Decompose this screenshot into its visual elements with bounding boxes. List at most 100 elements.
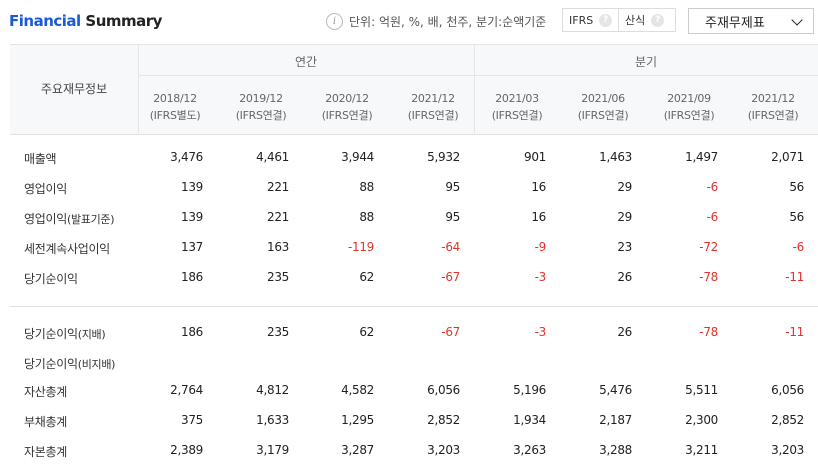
column-date: 2018/12: [153, 92, 197, 105]
table-cell: 6,056: [427, 383, 460, 397]
sansik-label: 산식: [625, 14, 646, 27]
group-annual: 연간: [294, 55, 318, 69]
table-cell: 95: [445, 210, 460, 224]
row-label: 당기순이익: [24, 270, 78, 287]
table-cell: -11: [785, 270, 804, 284]
column-header: 2019/12 (IFRS연결): [218, 90, 304, 124]
table-cell: -11: [785, 325, 804, 339]
table-cell: 186: [180, 325, 203, 339]
table-cell: 3,203: [427, 443, 460, 457]
column-date: 2021/03: [495, 92, 539, 105]
column-basis: (IFRS연결): [663, 109, 715, 122]
dropdown-value: 주재무제표: [705, 15, 765, 31]
row-label-text: 세전계속사업이익: [24, 242, 110, 256]
table-cell: -64: [441, 240, 460, 254]
table-cell: 29: [617, 180, 632, 194]
table-cell: 6,056: [771, 383, 804, 397]
row-label-text: 영업이익: [24, 182, 67, 196]
table-cell: 26: [617, 325, 632, 339]
column-basis: (IFRS연결): [407, 109, 459, 122]
table-cell: -3: [534, 270, 547, 284]
info-icon[interactable]: i: [326, 12, 343, 30]
ifrs-label: IFRS: [569, 13, 594, 27]
row-header: 주요재무정보: [40, 82, 108, 96]
group-quarter: 분기: [634, 55, 658, 69]
row-label-text: 영업이익: [24, 212, 67, 226]
table-header: [10, 44, 818, 135]
divider: [138, 75, 818, 76]
column-basis: (IFRS연결): [747, 109, 799, 122]
table-cell: 2,852: [427, 413, 460, 427]
column-header: 2020/12 (IFRS연결): [304, 90, 390, 124]
table-cell: 3,179: [256, 443, 289, 457]
table-cell: -72: [699, 240, 718, 254]
column-date: 2021/12: [411, 92, 455, 105]
table-cell: -119: [347, 240, 374, 254]
table-cell: 139: [180, 180, 203, 194]
table-cell: 5,196: [513, 383, 546, 397]
table-cell: 1,295: [341, 413, 374, 427]
table-cell: 3,476: [170, 150, 203, 164]
table-cell: 1,934: [513, 413, 546, 427]
table-cell: 56: [789, 180, 804, 194]
column-header: 2021/12 (IFRS연결): [730, 90, 816, 124]
ifrs-toggle[interactable]: IFRS?: [562, 8, 619, 32]
table-cell: 235: [266, 325, 289, 339]
table-cell: 186: [180, 270, 203, 284]
table-cell: 2,852: [771, 413, 804, 427]
row-label-text: 자본총계: [24, 445, 67, 459]
table-cell: 3,287: [341, 443, 374, 457]
table-cell: 3,263: [513, 443, 546, 457]
statement-dropdown[interactable]: 주재무제표: [688, 8, 814, 34]
table-cell: 95: [445, 180, 460, 194]
table-cell: 4,582: [341, 383, 374, 397]
table-cell: 4,461: [256, 150, 289, 164]
table-cell: 2,389: [170, 443, 203, 457]
table-cell: 5,932: [427, 150, 460, 164]
title-part1: Financial: [9, 12, 81, 30]
table-cell: -9: [534, 240, 547, 254]
table-cell: 163: [266, 240, 289, 254]
row-label: 자산총계: [24, 383, 67, 400]
column-date: 2021/09: [667, 92, 711, 105]
table-cell: 5,511: [685, 383, 718, 397]
column-basis: (IFRS연결): [321, 109, 373, 122]
help-icon[interactable]: ?: [599, 13, 612, 27]
row-label-text: 자산총계: [24, 385, 67, 399]
table-cell: 16: [531, 210, 546, 224]
column-header: 2021/12 (IFRS연결): [390, 90, 476, 124]
table-cell: 2,300: [685, 413, 718, 427]
sansik-toggle[interactable]: 산식?: [619, 8, 676, 32]
row-label-sub: (지배): [77, 328, 106, 341]
column-date: 2019/12: [239, 92, 283, 105]
unit-text: 단위: 억원, %, 배, 천주, 분기:순액기준: [349, 14, 547, 29]
column-header: 2018/12 (IFRS별도): [132, 90, 218, 124]
row-label: 당기순이익(비지배): [24, 355, 115, 372]
column-date: 2021/06: [581, 92, 625, 105]
row-label-text: 당기순이익: [24, 272, 78, 286]
row-label-sub: (비지배): [77, 358, 116, 371]
table-cell: 16: [531, 180, 546, 194]
row-label: 영업이익(발표기준): [24, 210, 115, 227]
table-cell: 5,476: [599, 383, 632, 397]
row-label: 세전계속사업이익: [24, 240, 110, 257]
table-cell: 3,288: [599, 443, 632, 457]
row-label: 자본총계: [24, 443, 67, 460]
table-cell: 1,633: [256, 413, 289, 427]
column-header: 2021/06 (IFRS연결): [560, 90, 646, 124]
table-cell: 901: [523, 150, 546, 164]
section-divider: [10, 306, 818, 307]
column-header: 2021/03 (IFRS연결): [474, 90, 560, 124]
table-cell: 88: [359, 210, 374, 224]
help-icon[interactable]: ?: [651, 13, 665, 27]
table-cell: 2,071: [771, 150, 804, 164]
column-basis: (IFRS연결): [577, 109, 629, 122]
table-cell: -6: [792, 240, 805, 254]
row-label-sub: (발표기준): [66, 213, 115, 226]
table-cell: 56: [789, 210, 804, 224]
row-label: 영업이익: [24, 180, 67, 197]
row-label: 부채총계: [24, 413, 67, 430]
column-date: 2020/12: [325, 92, 369, 105]
table-cell: 139: [180, 210, 203, 224]
table-cell: 235: [266, 270, 289, 284]
